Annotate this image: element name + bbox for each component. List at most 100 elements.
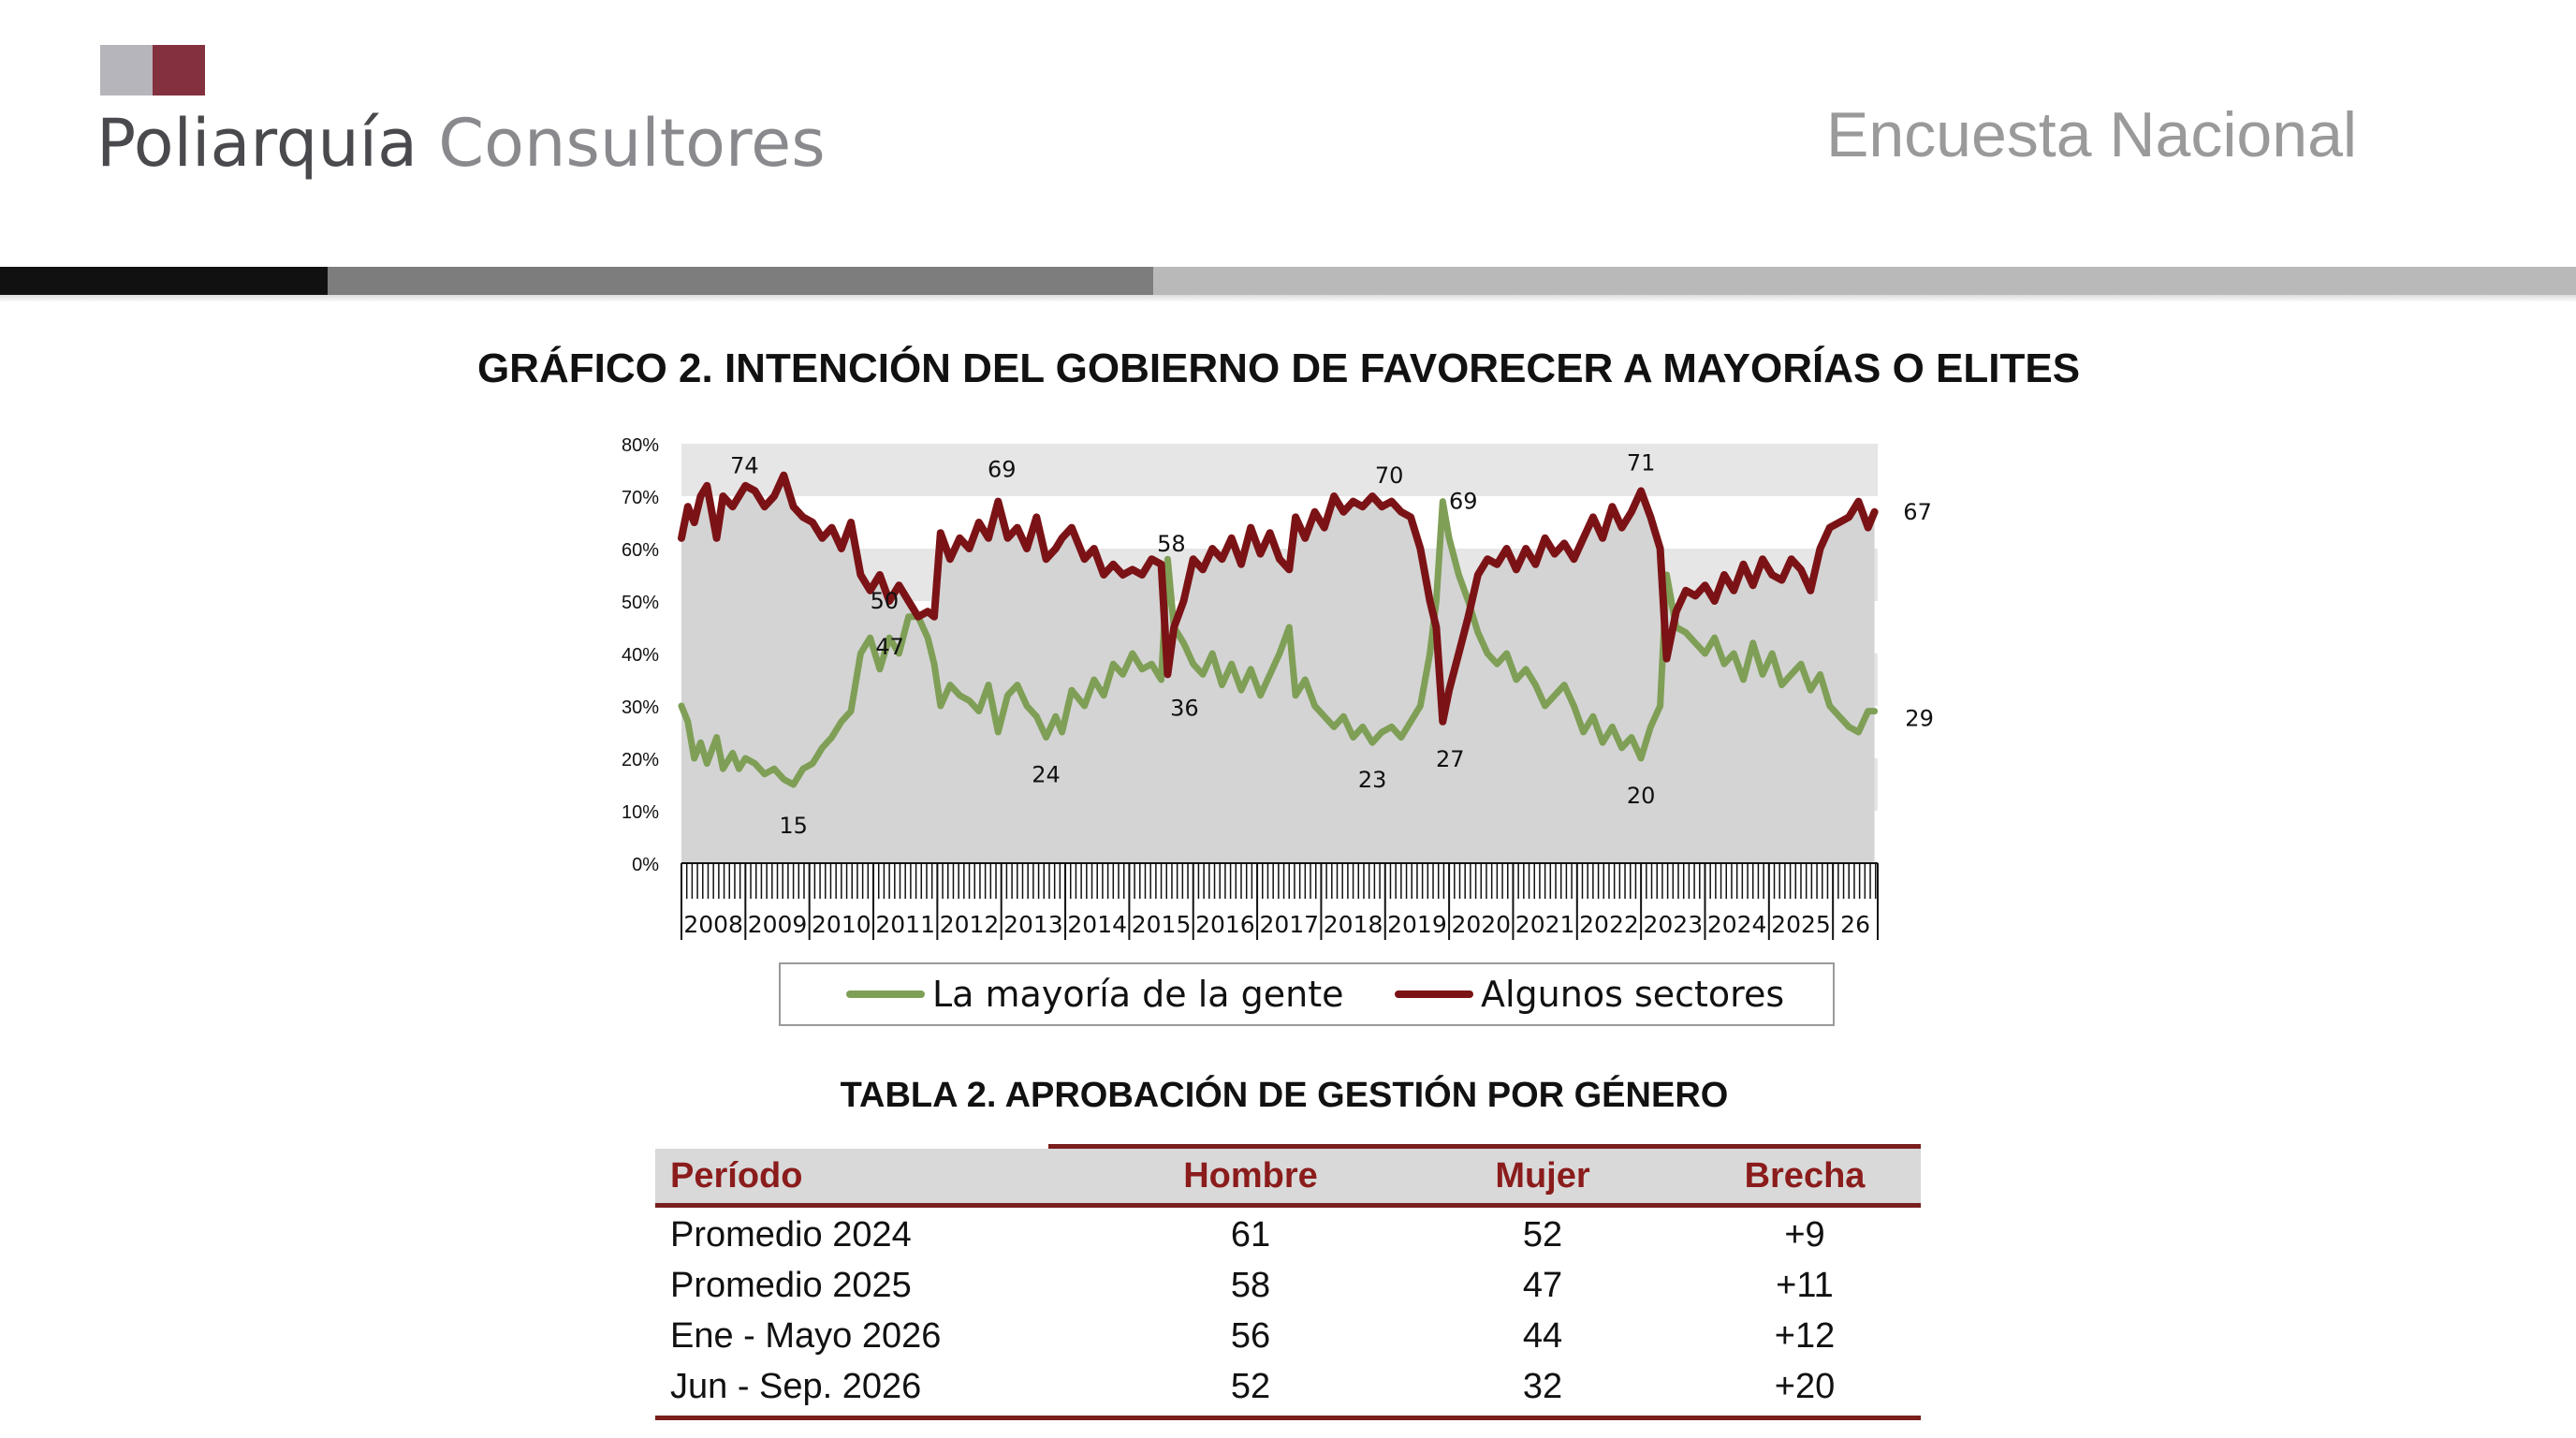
cell-periodo: Ene - Mayo 2026 bbox=[670, 1316, 942, 1356]
area-fill bbox=[681, 475, 1875, 863]
data-label: 67 bbox=[1903, 499, 1932, 525]
cell-hombre: 58 bbox=[1230, 1266, 1271, 1305]
data-label: 69 bbox=[1449, 489, 1478, 515]
table-title-block: TABLA 2. APROBACIÓN DE GESTIÓN POR GÉNER… bbox=[0, 1070, 2576, 1121]
header-stripe-shadow bbox=[0, 295, 2576, 302]
y-tick-label: 70% bbox=[622, 488, 659, 508]
cell-periodo: Promedio 2025 bbox=[670, 1266, 912, 1305]
cell-brecha: +20 bbox=[1774, 1367, 1836, 1406]
x-tick-label: 2010 bbox=[812, 911, 871, 938]
data-label: 24 bbox=[1032, 762, 1061, 788]
header-stripe-light-gray bbox=[1153, 267, 2576, 295]
cell-brecha: +9 bbox=[1784, 1215, 1825, 1255]
header-stripe-dark-gray bbox=[328, 267, 1153, 295]
table-header-rule bbox=[655, 1203, 1921, 1208]
table-header-row: Período Hombre Mujer Brecha bbox=[655, 1149, 1921, 1203]
y-tick-label: 0% bbox=[632, 855, 659, 875]
table-row: Promedio 2024 61 52 +9 bbox=[655, 1210, 1921, 1260]
logo-square-gray bbox=[100, 45, 153, 95]
y-tick-label: 10% bbox=[622, 802, 659, 823]
x-tick-label: 2009 bbox=[748, 911, 808, 938]
logo-square-red bbox=[153, 45, 205, 95]
cell-periodo: Promedio 2024 bbox=[670, 1215, 912, 1255]
cell-mujer: 47 bbox=[1522, 1266, 1563, 1305]
x-tick-label: 2020 bbox=[1451, 911, 1511, 938]
table-title: TABLA 2. APROBACIÓN DE GESTIÓN POR GÉNER… bbox=[840, 1076, 1729, 1115]
cell-mujer: 52 bbox=[1522, 1215, 1563, 1255]
data-label: 70 bbox=[1375, 462, 1404, 489]
header-cell-periodo: Período bbox=[670, 1156, 803, 1196]
series-line-algunos bbox=[678, 471, 1879, 726]
x-tick-label: 2024 bbox=[1707, 911, 1767, 938]
data-label: 69 bbox=[988, 457, 1017, 483]
x-tick-label: 2017 bbox=[1259, 911, 1319, 938]
x-tick-label: 2012 bbox=[940, 911, 1000, 938]
data-label: 71 bbox=[1627, 449, 1656, 476]
cell-periodo: Jun - Sep. 2026 bbox=[670, 1367, 922, 1406]
table-row: Jun - Sep. 2026 52 32 +20 bbox=[655, 1361, 1921, 1412]
cell-brecha: +12 bbox=[1774, 1316, 1836, 1356]
x-tick-label: 2018 bbox=[1324, 911, 1383, 938]
cell-hombre: 52 bbox=[1230, 1367, 1271, 1406]
table-row: Ene - Mayo 2026 56 44 +12 bbox=[655, 1311, 1921, 1361]
data-label: 58 bbox=[1157, 531, 1186, 557]
table-top-rule bbox=[1048, 1144, 1921, 1149]
data-label: 15 bbox=[779, 813, 808, 839]
header-stripe-black bbox=[0, 267, 328, 295]
legend-item-algunos: Algunos sectores bbox=[1395, 964, 1784, 1024]
series-line-mayoria bbox=[678, 498, 1879, 788]
plot-band bbox=[681, 444, 1878, 496]
y-tick-label: 30% bbox=[622, 697, 659, 718]
data-label: 36 bbox=[1170, 695, 1199, 721]
x-tick-label: 2025 bbox=[1771, 911, 1831, 938]
chart-title: GRÁFICO 2. INTENCIÓN DEL GOBIERNO DE FAV… bbox=[476, 345, 2081, 391]
data-label: 27 bbox=[1436, 746, 1465, 772]
data-label: 74 bbox=[730, 453, 759, 479]
header-cell-brecha: Brecha bbox=[1744, 1156, 1866, 1196]
cell-mujer: 44 bbox=[1522, 1316, 1563, 1356]
x-tick-label: 2019 bbox=[1387, 911, 1447, 938]
data-label: 29 bbox=[1905, 706, 1934, 732]
x-tick-label: 2021 bbox=[1515, 911, 1575, 938]
cell-hombre: 56 bbox=[1230, 1316, 1271, 1356]
x-tick-label: 2015 bbox=[1132, 911, 1192, 938]
y-tick-label: 60% bbox=[622, 540, 659, 561]
brand-secondary: Consultores bbox=[438, 105, 826, 182]
plot-band bbox=[681, 496, 1878, 549]
x-tick-label: 2014 bbox=[1067, 911, 1127, 938]
y-tick-label: 40% bbox=[622, 645, 659, 666]
x-tick-label: 2008 bbox=[683, 911, 743, 938]
cell-mujer: 32 bbox=[1522, 1367, 1563, 1406]
x-tick-label: 2022 bbox=[1579, 911, 1639, 938]
legend-swatch-mayoria bbox=[846, 990, 925, 998]
legend-item-mayoria: La mayoría de la gente bbox=[846, 964, 1344, 1024]
brand-logo: Poliarquía Consultores bbox=[96, 101, 826, 185]
cell-brecha: +11 bbox=[1776, 1266, 1834, 1305]
legend-swatch-algunos bbox=[1395, 990, 1473, 998]
data-label: 23 bbox=[1358, 767, 1387, 793]
legend-label-algunos: Algunos sectores bbox=[1481, 974, 1785, 1015]
brand-primary: Poliarquía bbox=[96, 105, 418, 182]
cell-hombre: 61 bbox=[1230, 1215, 1271, 1255]
table-bottom-rule bbox=[655, 1416, 1921, 1420]
chart-legend: La mayoría de la gente Algunos sectores bbox=[779, 962, 1835, 1026]
survey-title: Encuesta Nacional bbox=[1825, 99, 2357, 170]
data-label: 50 bbox=[871, 588, 900, 614]
legend-label-mayoria: La mayoría de la gente bbox=[932, 974, 1344, 1015]
data-label: 47 bbox=[875, 634, 904, 660]
x-tick-label: 2016 bbox=[1195, 911, 1255, 938]
table-row: Promedio 2025 58 47 +11 bbox=[655, 1260, 1921, 1311]
y-tick-label: 80% bbox=[622, 435, 659, 456]
y-tick-label: 20% bbox=[622, 750, 659, 770]
x-tick-label: 2011 bbox=[875, 911, 935, 938]
x-tick-label: 2013 bbox=[1003, 911, 1063, 938]
y-tick-label: 50% bbox=[622, 593, 659, 613]
chart-title-block: GRÁFICO 2. INTENCIÓN DEL GOBIERNO DE FAV… bbox=[0, 341, 2576, 397]
header-cell-hombre: Hombre bbox=[1183, 1156, 1318, 1196]
x-tick-label: 2023 bbox=[1643, 911, 1703, 938]
x-tick-label: 26 bbox=[1840, 911, 1870, 938]
header-cell-mujer: Mujer bbox=[1495, 1156, 1590, 1196]
data-label: 20 bbox=[1627, 783, 1656, 809]
